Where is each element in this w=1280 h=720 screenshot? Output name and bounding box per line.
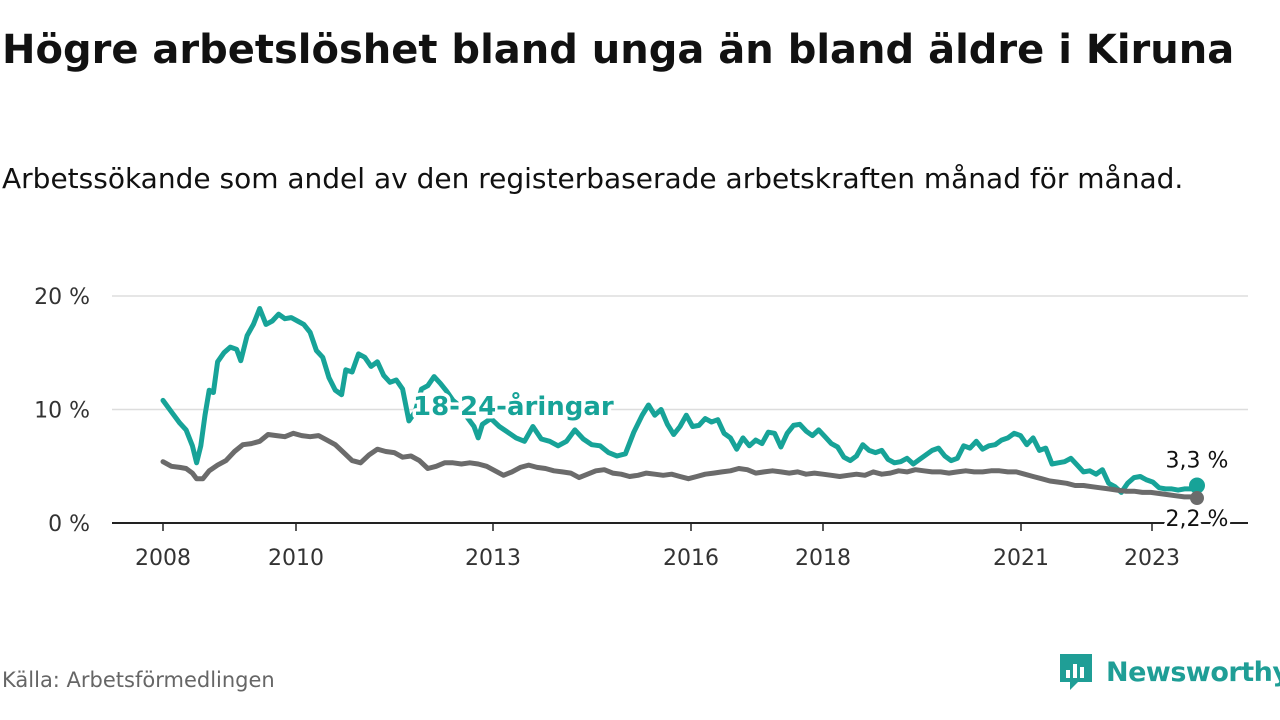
series-label-halo-youth: 18-24-åringar xyxy=(413,390,614,422)
series-label-youth: 18-24-åringar xyxy=(413,390,614,422)
end-label-youth: 3,3 % xyxy=(1166,449,1229,474)
y-axis-labels: 0 % 10 % 20 % xyxy=(34,285,90,537)
end-label-halo-youth: 3,3 % xyxy=(1166,449,1229,474)
chart-subtitle: Arbetssökande som andel av den registerb… xyxy=(2,162,1184,195)
x-tick-label: 2023 xyxy=(1124,546,1180,571)
x-tick-label: 2021 xyxy=(993,546,1049,571)
x-tick-label: 2010 xyxy=(268,546,324,571)
source-note: Källa: Arbetsförmedlingen xyxy=(2,668,275,692)
x-axis: 2008 2010 2013 2016 2018 2021 2023 xyxy=(112,522,1248,571)
y-tick-label: 10 % xyxy=(34,399,90,424)
end-point-total xyxy=(1190,491,1204,506)
x-tick-label: 2016 xyxy=(663,546,719,571)
newsworthy-logo-icon xyxy=(1060,654,1092,690)
end-label-total: 2,2 % xyxy=(1166,507,1229,532)
brand-name: Newsworthy xyxy=(1106,656,1280,688)
x-tick-label: 2018 xyxy=(795,546,851,571)
series-lines xyxy=(160,306,1205,506)
y-tick-label: 0 % xyxy=(48,512,90,537)
chart-title: Högre arbetslöshet bland unga än bland ä… xyxy=(2,27,1235,73)
series-line-total xyxy=(160,430,1200,501)
y-tick-label: 20 % xyxy=(34,285,90,310)
end-label-halo-total: 2,2 % xyxy=(1166,507,1229,532)
end-point-youth xyxy=(1189,477,1205,494)
brand-logo[interactable]: Newsworthy xyxy=(1058,652,1280,692)
x-tick-label: 2013 xyxy=(465,546,521,571)
x-tick-label: 2008 xyxy=(135,546,191,571)
series-line-youth xyxy=(160,306,1200,495)
gridlines xyxy=(112,295,1248,411)
